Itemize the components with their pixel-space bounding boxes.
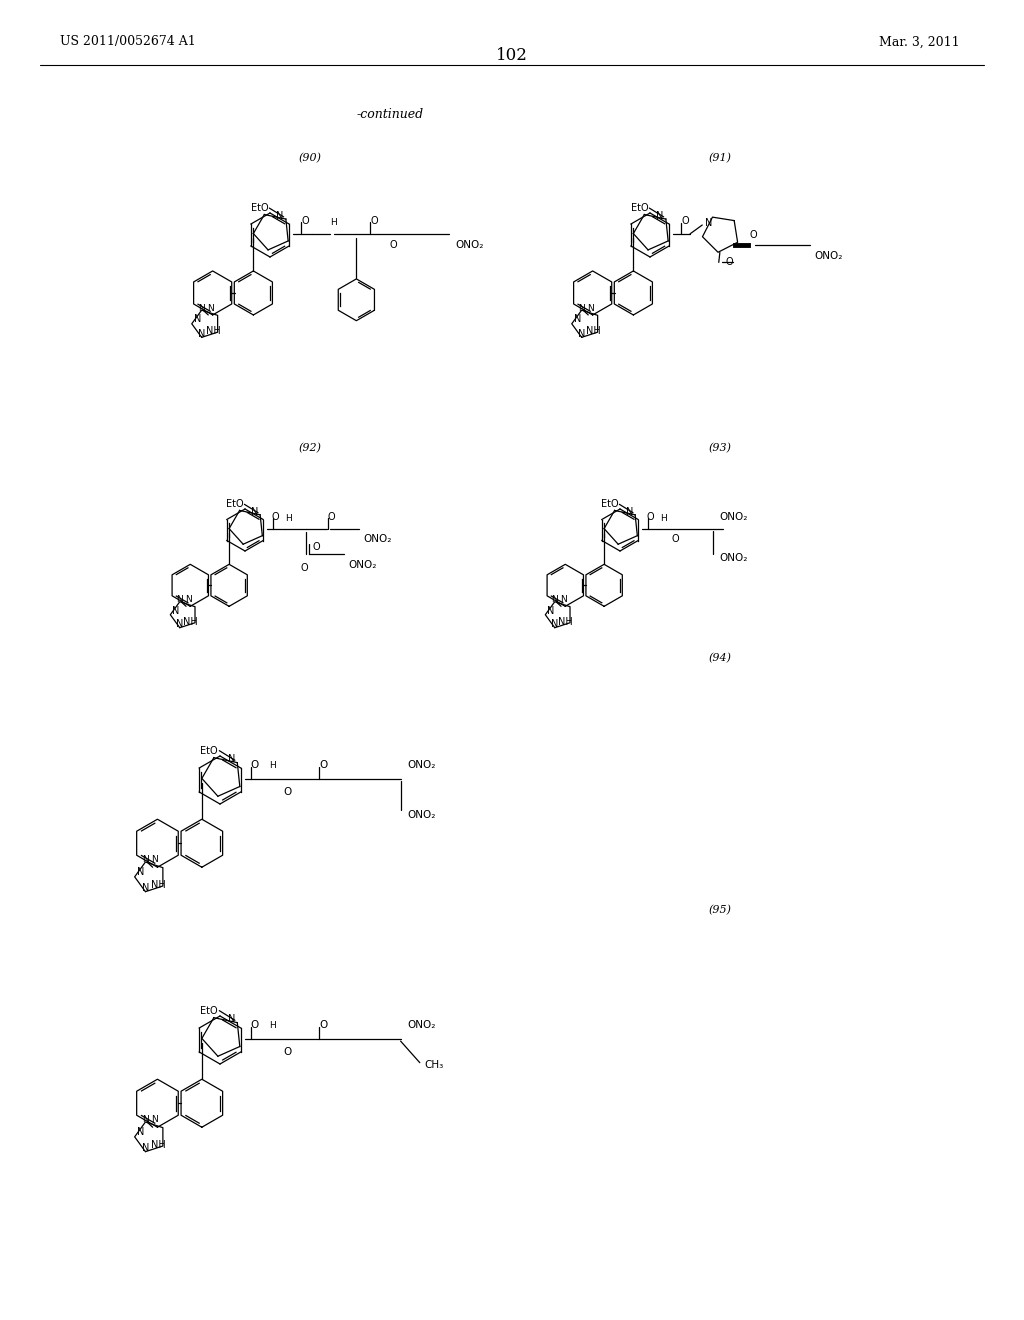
Text: ONO₂: ONO₂ <box>364 535 391 544</box>
Text: N: N <box>152 1115 159 1125</box>
Text: -continued: -continued <box>356 108 424 121</box>
Text: H: H <box>269 1020 275 1030</box>
Text: N: N <box>227 1014 234 1024</box>
Text: O: O <box>284 1047 292 1057</box>
Text: N: N <box>227 754 234 764</box>
Text: O: O <box>284 787 292 797</box>
Text: O: O <box>271 512 279 523</box>
Text: N: N <box>172 606 179 615</box>
Text: ONO₂: ONO₂ <box>814 251 843 261</box>
Text: N: N <box>579 329 586 339</box>
Text: ONO₂: ONO₂ <box>408 1020 436 1031</box>
Text: NH: NH <box>206 326 220 335</box>
Text: US 2011/0052674 A1: US 2011/0052674 A1 <box>60 36 196 49</box>
Text: ONO₂: ONO₂ <box>719 553 748 564</box>
Text: NH: NH <box>558 616 573 627</box>
Text: H: H <box>330 218 337 227</box>
Text: EtO: EtO <box>601 499 618 510</box>
Text: H: H <box>269 762 275 770</box>
Text: (90): (90) <box>299 153 322 164</box>
Text: (95): (95) <box>709 904 731 915</box>
Text: N: N <box>142 855 148 865</box>
Text: O: O <box>672 535 679 544</box>
Text: N: N <box>579 304 585 313</box>
Text: O: O <box>250 760 258 771</box>
Text: (94): (94) <box>709 653 731 663</box>
Text: N: N <box>551 619 558 630</box>
Text: N: N <box>547 606 554 615</box>
Text: N: N <box>626 507 633 516</box>
Text: O: O <box>390 240 397 249</box>
Text: O: O <box>312 541 319 552</box>
Text: N: N <box>198 329 206 339</box>
Text: N: N <box>184 595 191 605</box>
Text: (93): (93) <box>709 442 731 453</box>
Text: EtO: EtO <box>225 499 244 510</box>
Text: O: O <box>646 512 653 523</box>
Text: NH: NH <box>586 326 601 335</box>
Text: N: N <box>194 314 201 325</box>
Text: N: N <box>176 595 183 605</box>
Text: (92): (92) <box>299 442 322 453</box>
Text: 102: 102 <box>496 46 528 63</box>
Text: O: O <box>749 230 757 240</box>
Text: ONO₂: ONO₂ <box>456 240 483 249</box>
Text: N: N <box>152 855 159 865</box>
Text: ONO₂: ONO₂ <box>719 512 748 523</box>
Text: ONO₂: ONO₂ <box>408 760 436 771</box>
Text: O: O <box>300 562 308 573</box>
Text: NH: NH <box>151 879 166 890</box>
Text: N: N <box>207 304 214 313</box>
Text: N: N <box>142 1115 148 1125</box>
Text: O: O <box>726 257 733 268</box>
Text: H: H <box>660 513 667 523</box>
Text: CH₃: CH₃ <box>425 1060 443 1071</box>
Text: Mar. 3, 2011: Mar. 3, 2011 <box>880 36 961 49</box>
Text: N: N <box>560 595 566 605</box>
Text: N: N <box>573 314 582 325</box>
Text: ONO₂: ONO₂ <box>408 809 436 820</box>
Text: O: O <box>319 1020 328 1031</box>
Text: N: N <box>199 304 205 313</box>
Text: N: N <box>706 218 713 228</box>
Text: O: O <box>302 215 309 226</box>
Text: (91): (91) <box>709 153 731 164</box>
Text: H: H <box>286 513 292 523</box>
Text: N: N <box>137 867 144 878</box>
Text: ONO₂: ONO₂ <box>348 560 377 569</box>
Text: N: N <box>251 507 258 516</box>
Text: O: O <box>250 1020 258 1031</box>
Text: N: N <box>587 304 594 313</box>
Text: O: O <box>682 215 689 226</box>
Text: EtO: EtO <box>201 1006 218 1015</box>
Text: EtO: EtO <box>631 203 648 213</box>
Text: EtO: EtO <box>251 203 268 213</box>
Text: O: O <box>370 215 378 226</box>
Text: O: O <box>328 512 336 523</box>
Text: N: N <box>137 1127 144 1137</box>
Text: N: N <box>552 595 558 605</box>
Text: EtO: EtO <box>201 746 218 755</box>
Text: N: N <box>176 619 183 630</box>
Text: O: O <box>319 760 328 771</box>
Text: N: N <box>276 211 284 220</box>
Text: NH: NH <box>151 1139 166 1150</box>
Text: N: N <box>656 211 664 220</box>
Text: N: N <box>142 883 150 892</box>
Text: N: N <box>142 1143 150 1152</box>
Text: NH: NH <box>183 616 199 627</box>
